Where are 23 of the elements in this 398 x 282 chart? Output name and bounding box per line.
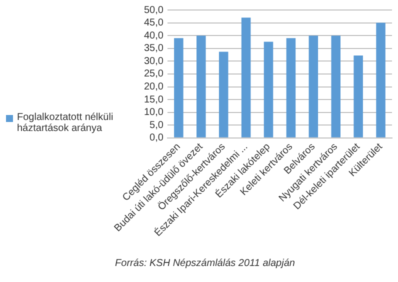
y-tick-label: 10,0 bbox=[144, 107, 164, 118]
y-tick-label: 15,0 bbox=[144, 94, 164, 106]
bar bbox=[241, 18, 251, 138]
y-tick-label: 25,0 bbox=[144, 68, 164, 80]
bar bbox=[354, 56, 363, 138]
y-tick-label: 5,0 bbox=[150, 120, 164, 131]
y-tick-label: 50,0 bbox=[144, 4, 164, 16]
y-tick-label: 0,0 bbox=[150, 132, 164, 144]
y-tick-label: 45,0 bbox=[144, 18, 164, 29]
legend-label: Foglalkoztatott nélküli háztartások aránya bbox=[17, 112, 114, 134]
y-tick-label: 20,0 bbox=[144, 82, 164, 92]
y-tick-label: 35,0 bbox=[144, 43, 164, 54]
bar bbox=[196, 36, 206, 138]
bar bbox=[286, 38, 296, 138]
y-tick-label: 40,0 bbox=[144, 30, 164, 42]
text: Forrás: KSH Népszámlálás 2011 alapján bbox=[115, 258, 296, 269]
bar bbox=[376, 22, 386, 138]
y-tick-label: 30,0 bbox=[144, 56, 164, 67]
bar bbox=[218, 52, 228, 138]
bar bbox=[331, 36, 340, 138]
bar bbox=[308, 36, 318, 138]
bar bbox=[174, 38, 184, 138]
bar bbox=[264, 42, 274, 138]
